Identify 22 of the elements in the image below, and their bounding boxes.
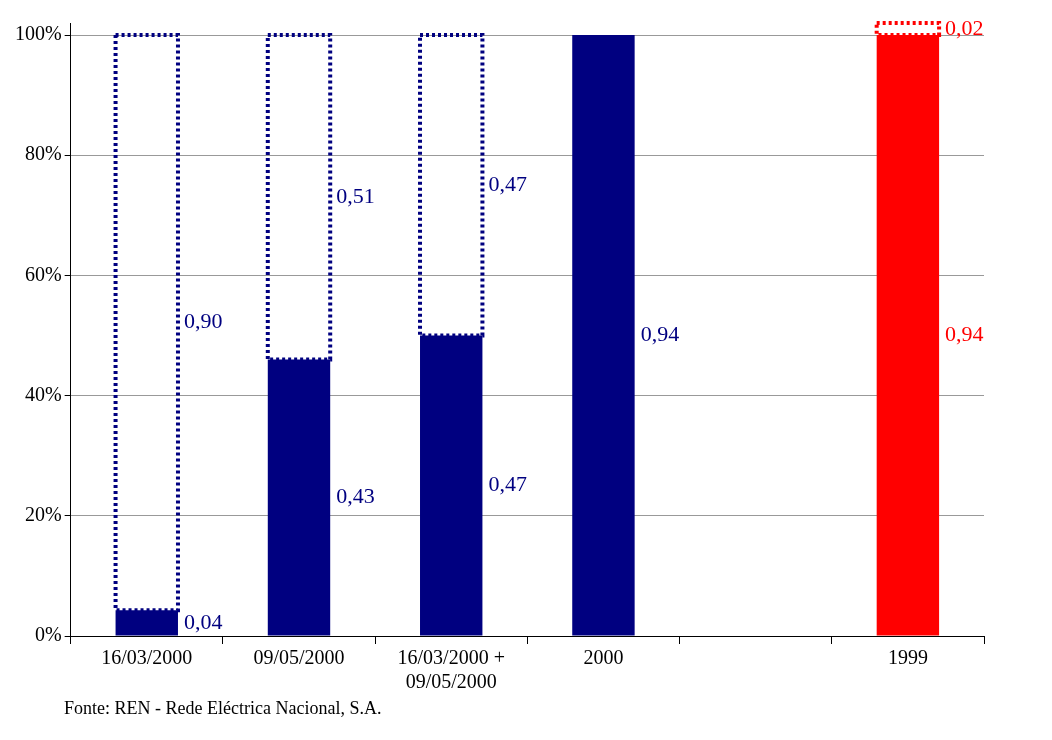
annotation: 0,94 [945, 321, 984, 347]
x-tick-label: 16/03/2000 [101, 646, 193, 669]
annotation: 0,43 [336, 483, 375, 509]
y-tick-label: 0% [34, 623, 62, 646]
x-tick-label: 16/03/2000 + 09/05/2000 [397, 646, 505, 693]
y-tick-label: 100% [14, 22, 62, 45]
annotation: 0,94 [640, 321, 680, 347]
annotation: 0,51 [336, 183, 375, 209]
y-tick-label: 40% [24, 382, 62, 405]
y-tick-label: 20% [24, 503, 62, 526]
annotation: 0,90 [183, 308, 223, 334]
x-tick-label: 09/05/2000 [253, 646, 345, 669]
annotation: 0,47 [488, 171, 527, 197]
x-tick-label: 1999 [887, 646, 928, 669]
source-note: Fonte: REN - Rede Eléctrica Nacional, S.A. [64, 698, 383, 719]
bar [572, 35, 635, 636]
annotation: 0,04 [183, 608, 223, 634]
y-tick-label: 80% [24, 142, 62, 165]
annotation: 0,02 [945, 14, 984, 40]
y-tick-label: 60% [24, 262, 62, 285]
x-tick-label: 2000 [583, 646, 624, 669]
annotation: 0,47 [488, 471, 527, 497]
